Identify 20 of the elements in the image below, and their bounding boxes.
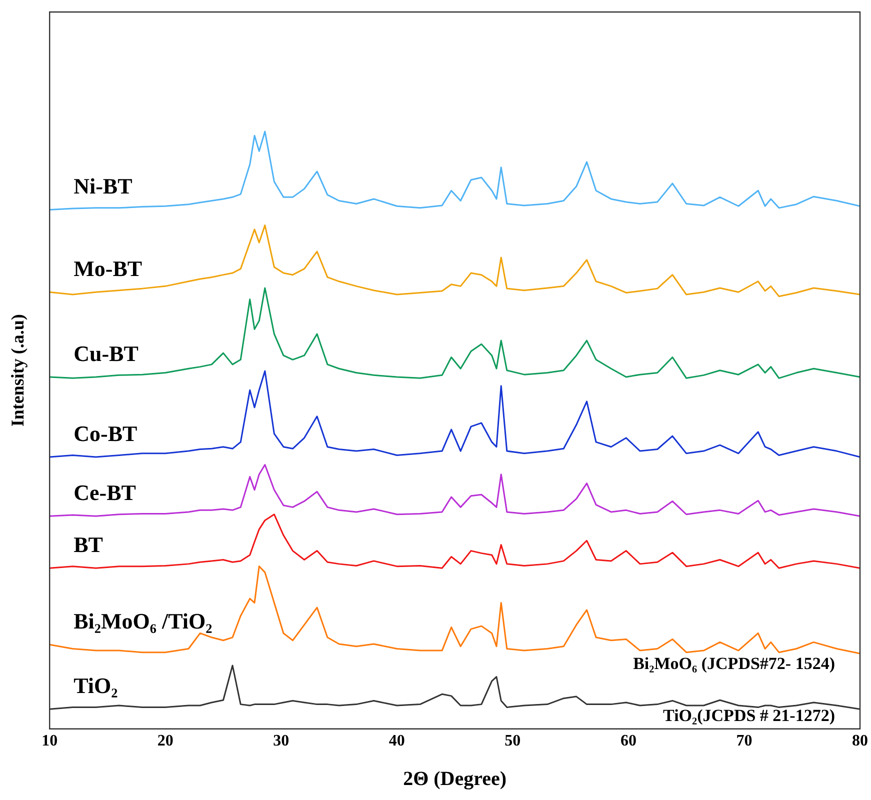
series-label: Co-BT: [74, 421, 138, 446]
series-label: Bi₂MoO₆ /TiO₂: [74, 608, 213, 634]
x-tick-label: 20: [157, 732, 174, 750]
series-label: TiO₂: [74, 673, 118, 698]
x-tick-label: 30: [273, 732, 290, 750]
x-axis-title: 2Θ (Degree): [403, 768, 507, 790]
annotation: Bi₂MoO₆ (JCPDS#72- 1524): [633, 654, 835, 673]
series-label: Ce-BT: [74, 480, 136, 506]
x-tick-label: 70: [736, 732, 752, 750]
x-tick-label: 80: [852, 732, 868, 750]
series-label: Ni-BT: [74, 174, 133, 199]
y-axis-title: Intensity (.a.u): [7, 314, 28, 427]
x-tick-label: 50: [504, 732, 521, 750]
x-tick-label: 10: [42, 732, 58, 750]
x-tick-label: 40: [388, 732, 405, 750]
annotation: TiO₂(JCPDS # 21-1272): [663, 706, 835, 725]
series-label: Mo-BT: [74, 256, 142, 282]
x-tick-label: 60: [620, 732, 636, 750]
series-label: Cu-BT: [74, 340, 139, 366]
series-label: BT: [74, 532, 104, 558]
